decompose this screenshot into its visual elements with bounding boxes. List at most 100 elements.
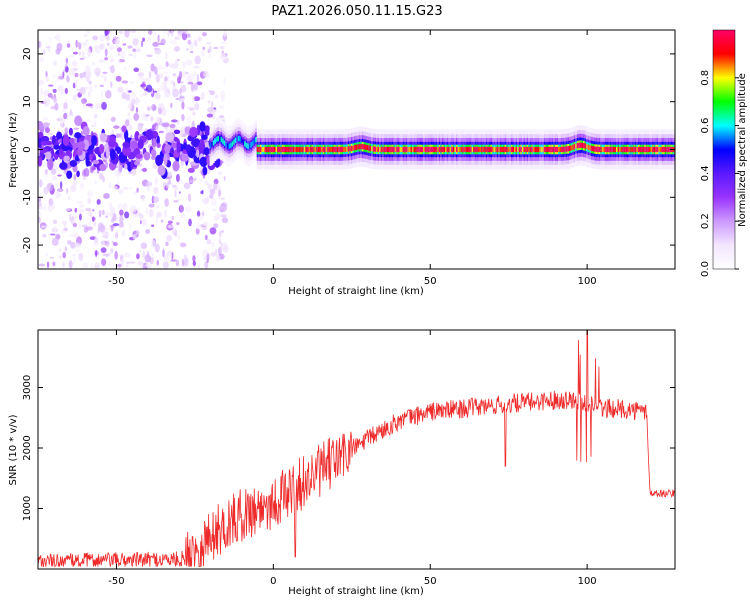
heatmap-noise-cell xyxy=(95,249,98,258)
heatmap-noise-cell xyxy=(163,85,169,92)
heatmap-noise-cell xyxy=(49,256,55,259)
heatmap-noise-cell xyxy=(164,52,168,59)
heatmap-blob xyxy=(204,125,211,136)
heatmap-noise-cell xyxy=(170,259,177,262)
heatmap-ridge-cell xyxy=(223,140,226,146)
heatmap-noise-cell xyxy=(110,218,115,223)
heatmap-ridge-cell xyxy=(325,146,328,153)
heatmap-noise-cell xyxy=(49,233,56,236)
heatmap-noise-cell xyxy=(128,53,133,57)
heatmap-noise-cell xyxy=(193,65,200,69)
heatmap-ridge-cell xyxy=(355,144,358,150)
heatmap-noise-cell xyxy=(206,238,212,245)
heatmap-ridge-cell xyxy=(255,137,257,143)
heatmap-ridge-cell xyxy=(656,146,659,153)
heatmap-noise-cell xyxy=(202,197,209,205)
heatmap-ridge-cell xyxy=(322,146,325,153)
heatmap-ridge-cell xyxy=(518,146,521,153)
heatmap-blob xyxy=(89,153,93,161)
heatmap-noise-cell xyxy=(85,103,93,107)
heatmap-noise-cell xyxy=(83,167,90,177)
heatmap-noise-cell xyxy=(223,175,226,182)
heatmap-noise-cell xyxy=(151,155,157,160)
heatmap-blob xyxy=(53,144,61,150)
heatmap-ridge-cell xyxy=(308,146,311,153)
heatmap-blob xyxy=(124,163,128,170)
heatmap-ridge-cell xyxy=(622,146,625,153)
heatmap-ridge-cell xyxy=(445,146,447,153)
heatmap-ridge-cell xyxy=(614,146,617,153)
heatmap-ridge-cell xyxy=(295,146,298,153)
heatmap-ridge-cell xyxy=(397,146,400,153)
heatmap-ridge-cell xyxy=(650,146,653,153)
heatmap-blob xyxy=(137,139,144,150)
heatmap-ridge-cell xyxy=(482,146,485,153)
heatmap-ridge-cell xyxy=(311,146,314,153)
heatmap-ridge-cell xyxy=(476,146,479,153)
heatmap-noise-cell xyxy=(211,111,216,120)
heatmap-noise-cell xyxy=(105,215,109,218)
spectrogram-ytick-label: -10 xyxy=(22,189,33,205)
heatmap-noise-cell xyxy=(109,210,114,218)
heatmap-ridge-cell xyxy=(402,146,405,153)
snr-ytick-label: 2000 xyxy=(22,435,33,460)
heatmap-noise-cell xyxy=(130,91,137,100)
heatmap-ridge-cell xyxy=(330,146,333,153)
heatmap-noise-cell xyxy=(148,70,152,79)
snr-xtick-label: 50 xyxy=(424,576,437,587)
heatmap-ridge-cell xyxy=(510,146,513,153)
heatmap-ridge-cell xyxy=(570,145,573,151)
heatmap-noise-cell xyxy=(148,30,153,35)
heatmap-noise-cell xyxy=(66,43,71,48)
heatmap-noise-cell xyxy=(93,220,96,227)
heatmap-noise-cell xyxy=(64,223,67,229)
heatmap-ridge-cell xyxy=(421,146,424,153)
heatmap-noise-cell xyxy=(113,125,120,129)
heatmap-ridge-cell xyxy=(463,146,466,153)
heatmap-ridge-cell xyxy=(375,146,378,152)
heatmap-ridge-cell xyxy=(484,146,487,153)
heatmap-noise-cell xyxy=(94,103,102,110)
heatmap-ridge-cell xyxy=(380,146,383,153)
heatmap-noise-cell xyxy=(179,88,182,95)
heatmap-noise-cell xyxy=(198,263,201,269)
spectrogram-heatmap xyxy=(38,30,675,269)
heatmap-noise-cell xyxy=(74,249,81,252)
heatmap-noise-cell xyxy=(121,80,129,84)
heatmap-ridge-cell xyxy=(512,146,515,153)
heatmap-noise-cell xyxy=(68,260,73,269)
heatmap-noise-cell xyxy=(165,182,169,189)
heatmap-ridge-cell xyxy=(543,146,546,153)
heatmap-blob xyxy=(99,132,108,142)
heatmap-noise-cell xyxy=(120,258,125,267)
heatmap-blob xyxy=(173,136,179,142)
heatmap-noise-cell xyxy=(38,40,41,49)
heatmap-noise-cell xyxy=(129,187,133,190)
heatmap-ridge-cell xyxy=(628,146,631,153)
heatmap-noise-cell xyxy=(212,208,217,212)
heatmap-ridge-cell xyxy=(288,146,290,153)
heatmap-noise-cell xyxy=(78,51,82,56)
heatmap-noise-cell xyxy=(79,72,84,79)
heatmap-noise-cell xyxy=(198,179,203,183)
heatmap-ridge-cell xyxy=(586,144,589,150)
heatmap-ridge-cell xyxy=(507,146,510,153)
heatmap-noise-cell xyxy=(189,179,195,183)
heatmap-noise-cell xyxy=(50,168,57,175)
heatmap-noise-cell xyxy=(161,66,167,69)
heatmap-noise-cell xyxy=(219,46,225,50)
heatmap-ridge-cell xyxy=(286,146,289,153)
heatmap-blob xyxy=(59,162,68,170)
heatmap-noise-cell xyxy=(175,259,180,267)
heatmap-ridge-cell xyxy=(592,146,595,152)
heatmap-noise-cell xyxy=(163,71,169,74)
heatmap-noise-cell xyxy=(94,84,98,88)
heatmap-noise-cell xyxy=(115,40,119,49)
heatmap-ridge-cell xyxy=(557,146,560,153)
heatmap-blob xyxy=(152,138,157,147)
heatmap-noise-cell xyxy=(115,75,122,82)
heatmap-noise-cell xyxy=(132,213,139,218)
heatmap-ridge-cell xyxy=(319,146,322,153)
heatmap-noise-cell xyxy=(76,41,82,48)
heatmap-noise-cell xyxy=(71,60,78,67)
